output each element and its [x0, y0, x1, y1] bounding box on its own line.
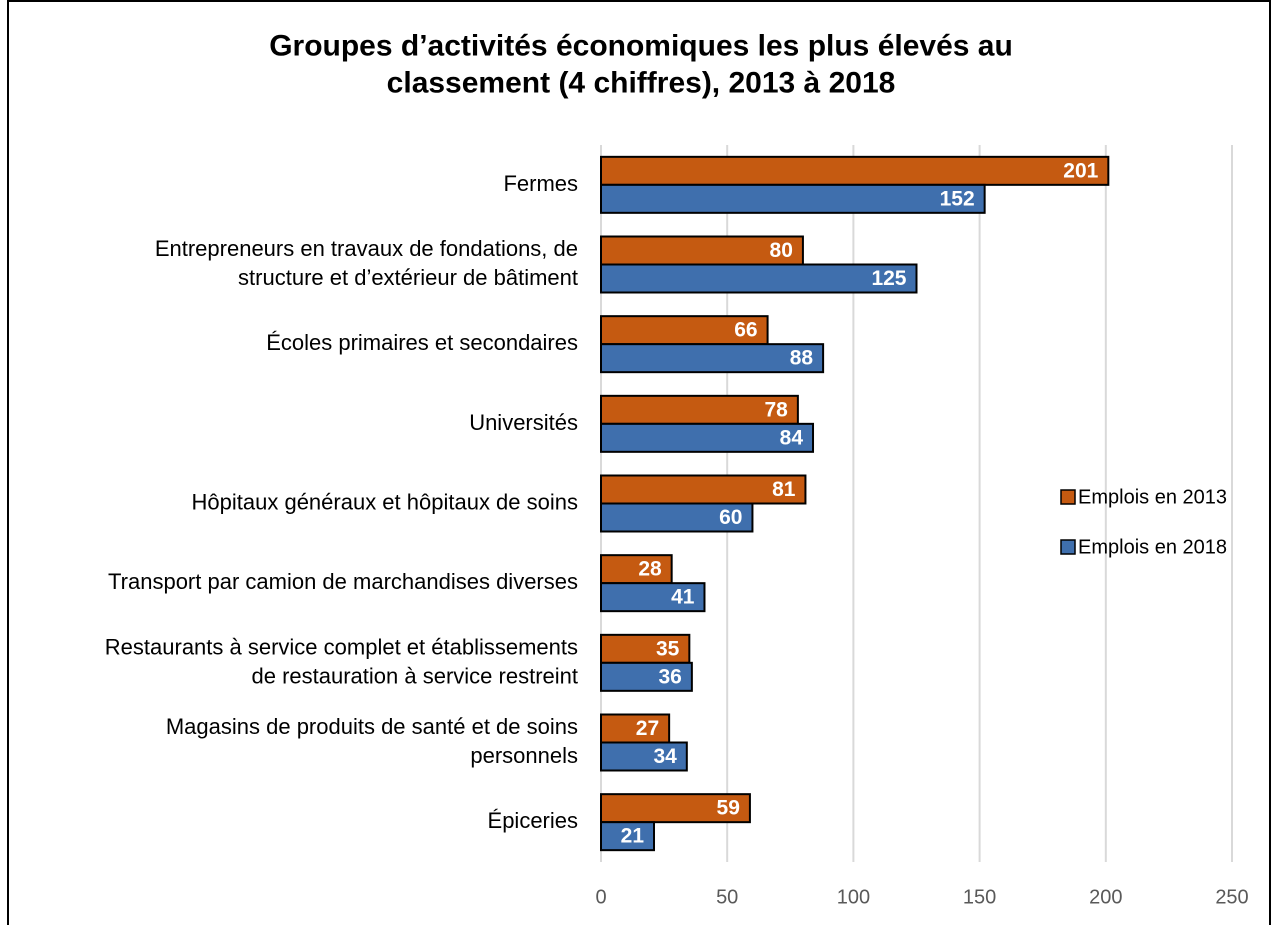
value-label: 21 [621, 825, 645, 848]
y-tick-label: Transport par camion de marchandises div… [108, 569, 578, 594]
legend-label: Emplois en 2018 [1078, 536, 1227, 558]
value-label: 80 [770, 239, 793, 262]
bar [600, 821, 656, 852]
bar [600, 263, 918, 294]
x-tick-label: 50 [716, 886, 738, 908]
y-tick-label: Entrepreneurs en travaux de fondations, … [155, 236, 578, 290]
value-label: 28 [638, 558, 662, 581]
y-tick-label: Fermes [503, 171, 578, 196]
x-tick-label: 0 [595, 886, 606, 908]
bar [600, 661, 693, 692]
x-tick-label: 150 [963, 886, 996, 908]
value-label: 78 [765, 398, 789, 421]
bar [600, 315, 769, 346]
bar [600, 422, 815, 453]
legend-label: Emplois en 2013 [1078, 486, 1227, 508]
y-tick-label: Hôpitaux généraux et hôpitaux de soins [192, 489, 578, 514]
x-tick-label: 250 [1215, 886, 1248, 908]
x-tick-label: 200 [1089, 886, 1122, 908]
value-label: 36 [659, 665, 682, 688]
bar [600, 343, 825, 374]
value-label: 41 [671, 586, 695, 609]
y-tick-label: Universités [469, 410, 578, 435]
chart-border [7, 0, 1271, 925]
bar [600, 582, 706, 613]
y-tick-label: Écoles primaires et secondaires [266, 330, 578, 355]
value-label: 34 [653, 745, 677, 768]
value-label: 84 [780, 426, 804, 449]
value-label: 125 [871, 267, 906, 290]
value-label: 81 [772, 478, 796, 501]
y-tick-label: Épiceries [488, 808, 578, 833]
value-label: 66 [734, 319, 757, 342]
value-label: 152 [940, 187, 975, 210]
bar [600, 741, 688, 772]
bar [600, 554, 673, 585]
bar [600, 183, 986, 214]
bar [600, 793, 751, 824]
value-label: 27 [636, 717, 659, 740]
value-label: 88 [790, 347, 814, 370]
y-tick-label: Magasins de produits de santé et de soin… [166, 714, 578, 768]
y-tick-label: Restaurants à service complet et établis… [105, 634, 578, 688]
legend-swatch [1060, 539, 1076, 555]
bar [600, 713, 671, 744]
x-tick-label: 100 [837, 886, 870, 908]
legend-swatch [1060, 489, 1076, 505]
value-label: 60 [719, 506, 742, 529]
bar [600, 474, 807, 505]
value-label: 59 [717, 797, 740, 820]
value-label: 35 [656, 637, 680, 660]
bar [600, 502, 754, 533]
value-label: 201 [1063, 159, 1098, 182]
chart-title: Groupes d’activités économiques les plus… [269, 29, 1013, 99]
bar [600, 633, 691, 664]
bar [600, 155, 1110, 186]
